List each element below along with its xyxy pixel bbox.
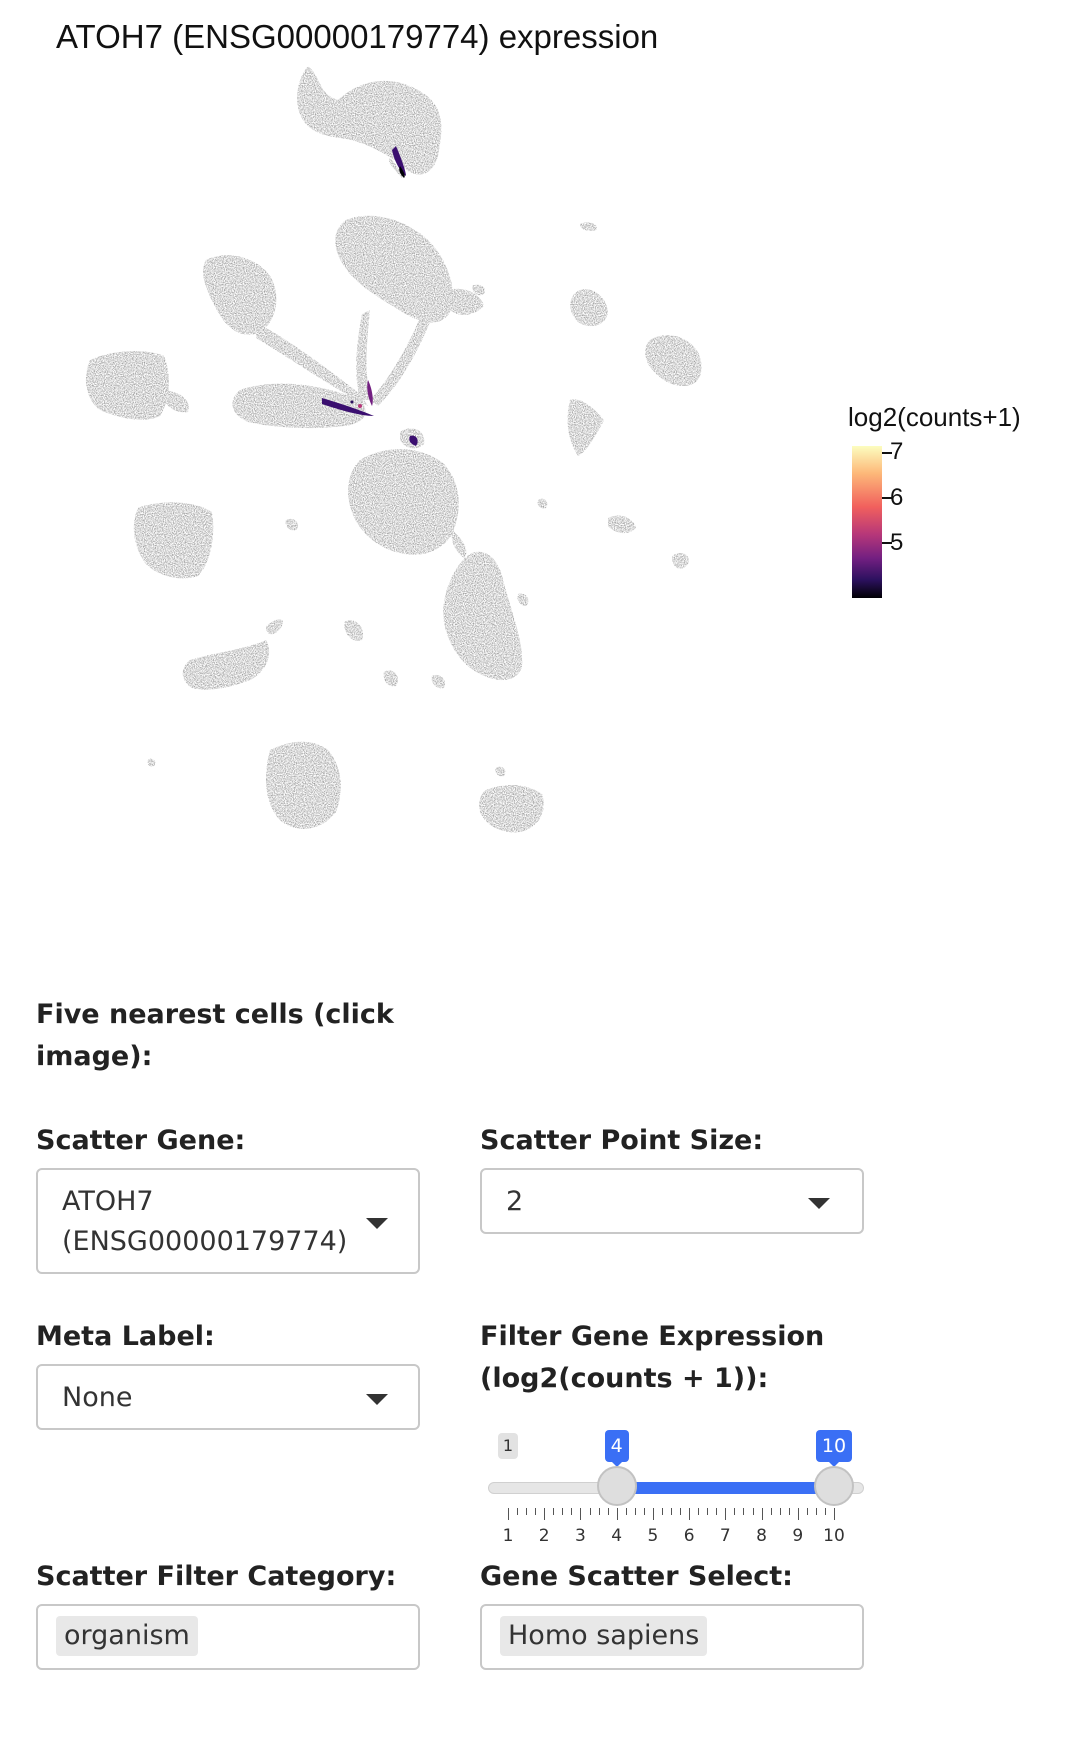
legend-label-7: 7 bbox=[890, 438, 904, 465]
slider-tickmark bbox=[517, 1508, 519, 1515]
slider-min-label: 1 bbox=[498, 1433, 518, 1459]
legend-tick bbox=[882, 542, 892, 544]
umap-scatter-plot[interactable] bbox=[60, 60, 820, 940]
slider-tickmark bbox=[607, 1508, 609, 1515]
slider-tickmark bbox=[680, 1508, 682, 1515]
slider-tickmark bbox=[834, 1508, 835, 1520]
slider-selected-range bbox=[616, 1482, 834, 1494]
expressing-cells bbox=[322, 146, 418, 446]
slider-tickmark bbox=[634, 1508, 636, 1515]
scatter-gene-select[interactable]: ATOH7 (ENSG00000179774) bbox=[36, 1168, 420, 1274]
scatter-gene-value-line2: (ENSG00000179774) bbox=[62, 1226, 348, 1257]
scatter-gene-label: Scatter Gene: bbox=[36, 1125, 246, 1156]
slider-tickmark bbox=[580, 1508, 582, 1520]
filter-category-label: Scatter Filter Category: bbox=[36, 1561, 397, 1592]
point-size-value: 2 bbox=[506, 1186, 524, 1217]
slider-tickmark bbox=[616, 1508, 618, 1520]
slider-tick-label: 5 bbox=[647, 1526, 659, 1546]
point-size-select[interactable]: 2 bbox=[480, 1168, 864, 1234]
slider-tickmark bbox=[770, 1508, 772, 1515]
slider-tickmark bbox=[643, 1508, 645, 1515]
slider-tickmark bbox=[598, 1508, 600, 1515]
slider-tickmark bbox=[788, 1508, 790, 1515]
chevron-down-icon[interactable] bbox=[366, 1218, 388, 1229]
point-size-label: Scatter Point Size: bbox=[480, 1125, 764, 1156]
gene-scatter-select-label: Gene Scatter Select: bbox=[480, 1561, 793, 1592]
slider-tick-label: 8 bbox=[756, 1526, 767, 1546]
slider-from-arrow bbox=[611, 1462, 622, 1467]
slider-tickmark bbox=[725, 1508, 727, 1520]
filter-category-select[interactable]: organism bbox=[36, 1604, 420, 1670]
slider-tick-label: 6 bbox=[683, 1526, 695, 1546]
slider-from-label: 4 bbox=[604, 1430, 629, 1462]
legend-tick bbox=[882, 497, 892, 499]
chevron-down-icon[interactable] bbox=[808, 1198, 830, 1209]
slider-tickmark bbox=[625, 1508, 627, 1515]
slider-tickmark bbox=[824, 1508, 826, 1515]
slider-tick-label: 10 bbox=[823, 1526, 845, 1546]
plot-title: ATOH7 (ENSG00000179774) expression bbox=[56, 18, 659, 55]
slider-to-arrow bbox=[829, 1462, 839, 1467]
slider-tick-label: 9 bbox=[792, 1526, 804, 1546]
meta-label-select[interactable]: None bbox=[36, 1364, 420, 1430]
legend-label-6: 6 bbox=[890, 484, 904, 511]
slider-tickmark bbox=[716, 1508, 718, 1515]
nearest-cells-label: Five nearest cells (click image): bbox=[36, 999, 394, 1072]
legend-label-5: 5 bbox=[890, 529, 904, 556]
umap-svg[interactable] bbox=[60, 60, 820, 940]
scatter-gene-value-line1: ATOH7 bbox=[62, 1186, 154, 1217]
slider-tick-label: 4 bbox=[611, 1526, 623, 1546]
slider-tickmark bbox=[779, 1508, 781, 1515]
slider-tickmark bbox=[535, 1508, 537, 1515]
meta-label-value: None bbox=[62, 1382, 133, 1413]
slider-tickmark bbox=[797, 1508, 799, 1520]
chevron-down-icon[interactable] bbox=[366, 1394, 388, 1405]
slider-tickmark bbox=[743, 1508, 745, 1515]
slider-tickmark bbox=[526, 1508, 528, 1515]
gene-scatter-select[interactable]: Homo sapiens bbox=[480, 1604, 864, 1670]
cell-clusters bbox=[85, 66, 702, 833]
slider-tickmark bbox=[571, 1508, 573, 1515]
slider-tickmark bbox=[671, 1508, 672, 1515]
slider-tickmark bbox=[761, 1508, 763, 1520]
slider-tick-label: 1 bbox=[502, 1526, 514, 1546]
slider-handle-from[interactable] bbox=[596, 1466, 637, 1506]
slider-tickmark bbox=[815, 1508, 817, 1515]
slider-to-label: 10 bbox=[816, 1430, 852, 1462]
slider-tickmark bbox=[734, 1508, 736, 1515]
legend-title: log2(counts+1) bbox=[848, 402, 1021, 432]
expression-range-slider[interactable]: 1 4 10 1 2 3 4 5 6 7 8 9 10 bbox=[488, 1430, 868, 1550]
slider-handle-to[interactable] bbox=[814, 1466, 854, 1506]
slider-tickmark bbox=[689, 1508, 691, 1520]
filter-expression-label: Filter Gene Expression (log2(counts + 1)… bbox=[480, 1321, 825, 1394]
slider-tickmark bbox=[698, 1508, 700, 1515]
legend-tick bbox=[882, 452, 892, 454]
slider-tick-label: 3 bbox=[575, 1526, 586, 1546]
slider-tickmark bbox=[553, 1508, 555, 1515]
meta-label-label: Meta Label: bbox=[36, 1321, 215, 1352]
color-legend: log2(counts+1) 7 6 5 bbox=[848, 402, 1058, 602]
legend-colorbar bbox=[852, 446, 882, 598]
slider-tickmark bbox=[661, 1508, 663, 1515]
slider-tickmark bbox=[589, 1508, 591, 1515]
slider-tick-label: 2 bbox=[538, 1526, 550, 1546]
slider-tickmark bbox=[652, 1508, 654, 1520]
slider-tickmark bbox=[508, 1508, 509, 1520]
gene-scatter-select-chip[interactable]: Homo sapiens bbox=[500, 1616, 708, 1656]
slider-tickmark bbox=[562, 1508, 564, 1515]
slider-tickmark bbox=[707, 1508, 709, 1515]
filter-category-chip[interactable]: organism bbox=[56, 1616, 198, 1656]
slider-tickmark bbox=[544, 1508, 546, 1520]
slider-tickmark bbox=[752, 1508, 754, 1515]
slider-tick-label: 7 bbox=[719, 1526, 731, 1546]
slider-tickmark bbox=[806, 1508, 808, 1515]
